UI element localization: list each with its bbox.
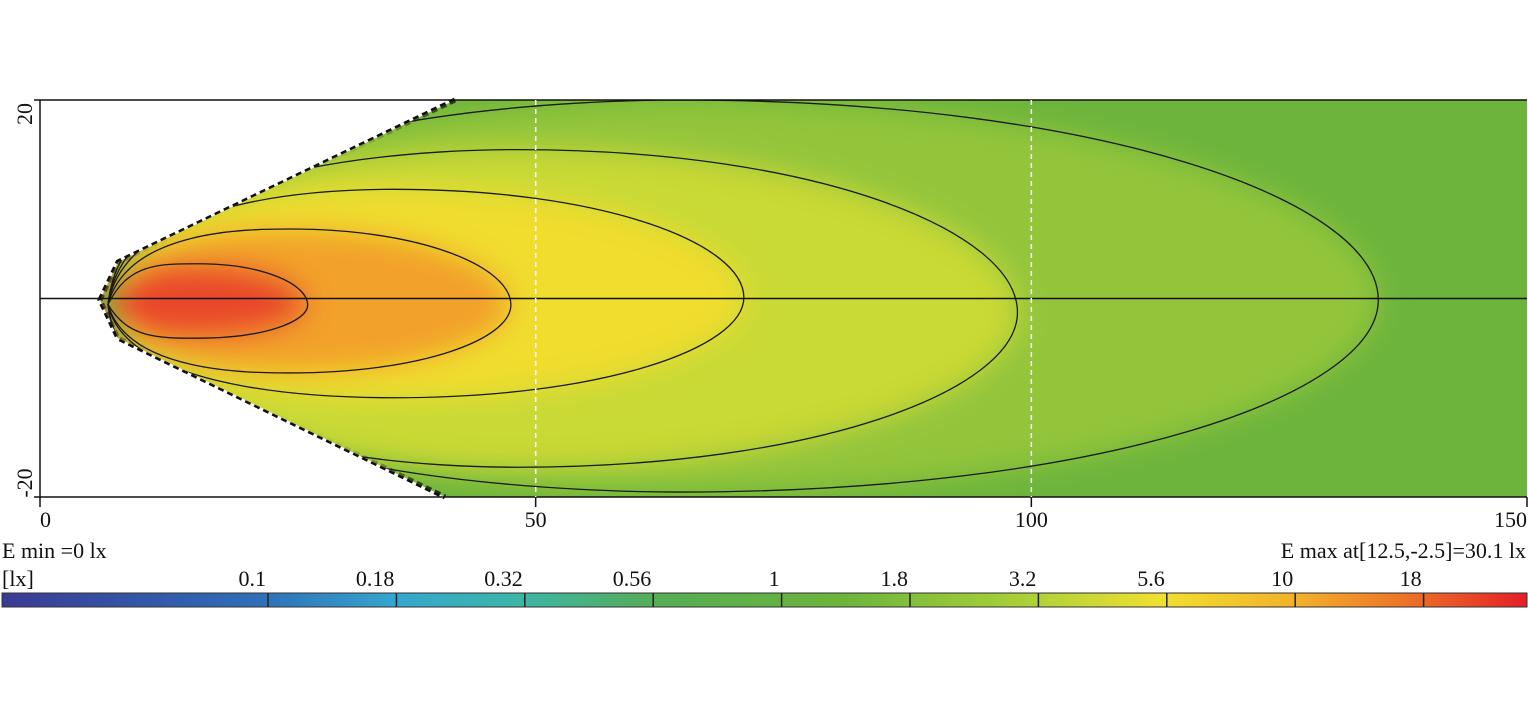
y-tick-label: 20 (12, 103, 37, 125)
colorbar-label: 3.2 (1009, 566, 1037, 591)
colorbar-label: 0.18 (356, 566, 395, 591)
colorbar (1, 592, 1528, 608)
contour-line (107, 188, 745, 399)
fill-group (108, 100, 1379, 493)
contour-line (107, 263, 309, 339)
contour-fill (108, 263, 308, 339)
colorbar-unit: [lx] (2, 566, 34, 591)
colorbar-label: 5.6 (1137, 566, 1165, 591)
colorbar-label: 1.8 (881, 566, 909, 591)
colorbar-label: 10 (1271, 566, 1293, 591)
contour-fills (108, 100, 1379, 493)
e-max: E max at[12.5,-2.5]=30.1 lx (1281, 538, 1526, 563)
colorbar-label: 0.1 (239, 566, 267, 591)
e-min: E min =0 lx (2, 538, 107, 563)
x-tick-label: 150 (1494, 507, 1527, 532)
x-tick-label: 0 (40, 507, 51, 532)
contour-line (107, 148, 1019, 468)
colorbar-label: 1 (769, 566, 780, 591)
colorbar-label: 0.56 (613, 566, 652, 591)
plot-area (97, 97, 1527, 500)
contour-line (107, 228, 512, 374)
colorbar-label: 0.32 (484, 566, 523, 591)
contour-lines (107, 100, 1379, 493)
field-edge (97, 97, 457, 500)
contour-line (107, 100, 1379, 493)
x-tick-label: 50 (525, 507, 547, 532)
y-tick-label: -20 (12, 468, 37, 497)
x-tick-label: 100 (1015, 507, 1048, 532)
colorbar-label: 18 (1400, 566, 1422, 591)
